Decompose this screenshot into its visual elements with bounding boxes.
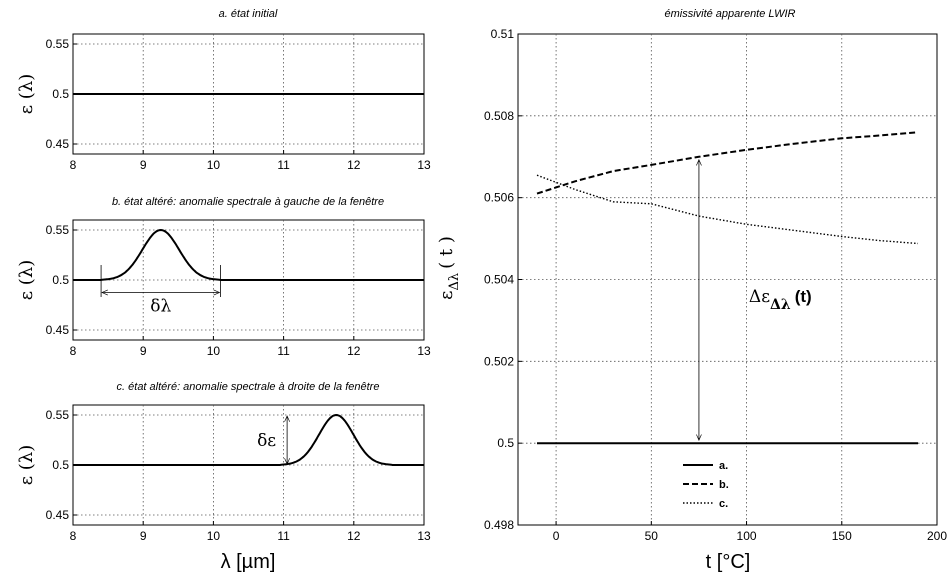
panel-d-marks: ΔεΔλ (t)	[536, 131, 919, 445]
panel-d-xlabel: t [°C]	[706, 551, 751, 573]
legend-label-a: a.	[719, 460, 728, 472]
panel-d-y-ticks: 0.498 0.5 0.502 0.504 0.506 0.508 0.51	[484, 27, 522, 532]
panel-d-x-ticks: 0 50 100 150 200	[553, 521, 947, 543]
y-tick-label: 0.5	[52, 458, 69, 472]
panel-b-title: b. état altéré: anomalie spectrale à gau…	[112, 196, 384, 208]
y-tick-label: 0.498	[484, 518, 514, 532]
x-tick-label: 8	[70, 344, 77, 358]
y-tick-label: 0.45	[46, 508, 70, 522]
y-tick-label: 0.502	[484, 354, 514, 368]
panel-c-marks: δε	[73, 413, 424, 466]
x-tick-label: 9	[140, 158, 147, 172]
panel-d-ylabel-main: ε	[436, 291, 457, 300]
x-tick-label: 9	[140, 529, 147, 543]
panel-b-y-ticks: 0.45 0.5 0.55	[46, 223, 77, 337]
y-tick-label: 0.506	[484, 191, 514, 205]
panel-a-x-ticks: 8 9 10 11 12 13	[70, 150, 431, 172]
panel-a: a. état initial 8 9 10 11 12 13 0.45 0.5 0.55 ε…	[16, 8, 431, 172]
x-tick-label: 13	[417, 158, 431, 172]
x-tick-label: 10	[207, 529, 221, 543]
delta-epsilon-main: Δε	[749, 287, 770, 307]
x-tick-label: 8	[70, 158, 77, 172]
delta-lambda-label: δλ	[150, 297, 171, 317]
spectral-emissivity-line	[73, 228, 424, 281]
x-tick-label: 13	[417, 529, 431, 543]
y-tick-label: 0.5	[52, 273, 69, 287]
panel-b-marks: δλ	[73, 228, 424, 317]
panel-d-ylabel: εΔλ ( t )	[436, 236, 462, 300]
y-tick-label: 0.51	[491, 27, 515, 41]
y-tick-label: 0.55	[46, 37, 70, 51]
panel-d-ylabel-suffix: ( t )	[436, 236, 457, 269]
panel-b: b. état altéré: anomalie spectrale à gau…	[16, 196, 431, 358]
delta-epsilon-suffix: (t)	[795, 287, 812, 306]
x-tick-label: 100	[737, 529, 757, 543]
x-tick-label: 9	[140, 344, 147, 358]
legend-label-c: c.	[719, 498, 728, 510]
y-tick-label: 0.504	[484, 273, 514, 287]
y-tick-label: 0.508	[484, 109, 514, 123]
panel-d: émissivité apparente LWIR 0 50 100 150 200 0…	[436, 8, 947, 573]
y-tick-label: 0.45	[46, 137, 70, 151]
delta-epsilon-label: ΔεΔλ (t)	[749, 287, 812, 313]
x-tick-label: 13	[417, 344, 431, 358]
panel-b-ylabel: ε (λ)	[16, 260, 37, 301]
panel-c-xlabel: λ [µm]	[221, 551, 276, 573]
panel-c: c. état altéré: anomalie spectrale à dro…	[16, 381, 431, 573]
panel-d-title: émissivité apparente LWIR	[664, 8, 795, 20]
delta-epsilon-sub: Δλ	[770, 297, 791, 313]
x-tick-label: 150	[832, 529, 852, 543]
panel-c-title: c. état altéré: anomalie spectrale à dro…	[117, 381, 380, 393]
y-tick-label: 0.5	[52, 87, 69, 101]
y-tick-label: 0.5	[497, 436, 514, 450]
series-line-b	[536, 131, 919, 195]
x-tick-label: 11	[277, 344, 290, 358]
panel-d-grid	[518, 34, 937, 525]
x-tick-label: 11	[277, 529, 290, 543]
y-tick-label: 0.55	[46, 223, 70, 237]
x-tick-label: 10	[207, 158, 221, 172]
y-tick-label: 0.55	[46, 408, 70, 422]
x-tick-label: 50	[645, 529, 659, 543]
legend-label-b: b.	[719, 479, 729, 491]
panel-a-ylabel: ε (λ)	[16, 74, 37, 115]
panel-a-title: a. état initial	[219, 8, 278, 20]
panel-c-ylabel: ε (λ)	[16, 445, 37, 486]
panel-d-legend: a. b. c.	[683, 460, 729, 510]
x-tick-label: 12	[347, 344, 361, 358]
x-tick-label: 200	[927, 529, 947, 543]
panel-d-ylabel-sub: Δλ	[447, 273, 462, 291]
panel-b-x-ticks: 8 9 10 11 12 13	[70, 336, 431, 358]
delta-epsilon-small-label: δε	[257, 431, 276, 451]
x-tick-label: 0	[553, 529, 560, 543]
series-line-c	[536, 174, 919, 245]
x-tick-label: 12	[347, 158, 361, 172]
x-tick-label: 8	[70, 529, 77, 543]
x-tick-label: 12	[347, 529, 361, 543]
panel-a-y-ticks: 0.45 0.5 0.55	[46, 37, 77, 151]
y-tick-label: 0.45	[46, 323, 70, 337]
spectral-emissivity-line	[73, 413, 424, 466]
panel-c-y-ticks: 0.45 0.5 0.55	[46, 408, 77, 522]
x-tick-label: 10	[207, 344, 221, 358]
x-tick-label: 11	[277, 158, 290, 172]
panel-c-x-ticks: 8 9 10 11 12 13	[70, 521, 431, 543]
